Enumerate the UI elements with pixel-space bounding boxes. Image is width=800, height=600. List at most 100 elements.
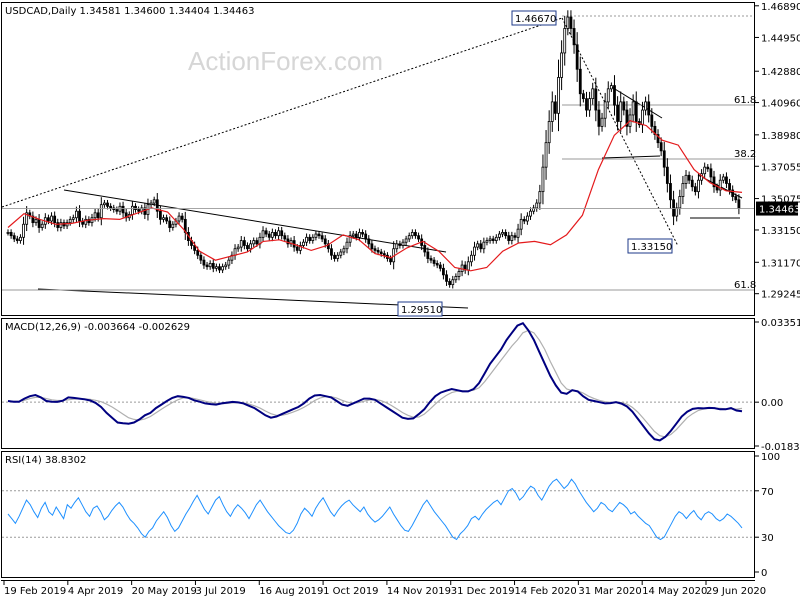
rsi-panel (1, 451, 755, 578)
candle (488, 235, 492, 244)
candle (544, 130, 548, 180)
candle (566, 10, 570, 36)
candle (662, 141, 666, 177)
candle (681, 175, 685, 205)
fib-label: 38.2 (734, 149, 756, 160)
candle (286, 235, 290, 248)
candle (622, 96, 626, 116)
candle (242, 236, 246, 250)
candle (364, 230, 368, 243)
candle (302, 239, 305, 249)
candle (728, 178, 731, 195)
date-tick-label: 14 Feb 2020 (515, 586, 577, 597)
candle (454, 273, 458, 283)
candle (491, 235, 495, 244)
candle (644, 96, 647, 116)
candle (134, 203, 137, 213)
candle (367, 235, 371, 248)
candle (672, 190, 675, 226)
candle (721, 173, 725, 184)
candle (12, 232, 16, 243)
marked-value-box: 1.29510 (397, 301, 443, 317)
candle (687, 171, 691, 185)
macd-panel (1, 318, 755, 449)
candle (578, 56, 582, 107)
candle (541, 154, 545, 205)
candle (516, 223, 520, 243)
candle (6, 229, 10, 236)
candle (208, 260, 212, 270)
candle (613, 75, 616, 116)
date-tick-label: 16 Aug 2019 (259, 586, 323, 597)
candle (348, 231, 352, 247)
candle (647, 94, 651, 123)
candle (56, 218, 60, 232)
candle (261, 226, 265, 242)
candle (553, 95, 557, 121)
candle (594, 77, 598, 122)
candle (339, 248, 343, 259)
candle (504, 229, 508, 239)
candle (482, 237, 486, 254)
marked-value-box: 1.46670 (511, 10, 557, 26)
rsi-tick-label: 30 (761, 533, 774, 544)
price-tick-label: 1.40960 (761, 99, 800, 110)
candle (650, 108, 654, 134)
candle (445, 270, 448, 286)
macd-series (2, 321, 754, 442)
candle (221, 263, 225, 274)
candle (631, 94, 635, 123)
date-tick-label: 3 Jul 2019 (195, 586, 245, 597)
candle (575, 32, 579, 82)
candle (684, 170, 688, 189)
candle (706, 164, 710, 172)
macd-line (7, 321, 743, 442)
candle (398, 240, 402, 249)
watermark: ActionForex.com (188, 46, 383, 76)
rsi-tick-label: 70 (761, 487, 774, 498)
candle (401, 239, 405, 249)
candle (239, 236, 243, 252)
candle (538, 184, 542, 210)
candle (498, 230, 501, 241)
candle (619, 91, 623, 132)
candle (442, 263, 445, 280)
candle (529, 207, 532, 220)
sma-line (7, 120, 743, 272)
candle (202, 256, 206, 269)
candle (432, 257, 436, 267)
candle (9, 229, 13, 239)
candle (476, 240, 480, 251)
date-tick-label: 20 May 2019 (132, 586, 197, 597)
candle (656, 129, 660, 148)
candle (283, 232, 287, 243)
candle (199, 251, 203, 264)
candle (404, 235, 408, 246)
candle (603, 92, 607, 128)
candle (19, 234, 22, 244)
candle (407, 232, 411, 243)
candle (395, 240, 399, 253)
candle (68, 216, 72, 226)
candle (435, 260, 439, 269)
candle (678, 189, 682, 215)
svg-text:1.29510: 1.29510 (401, 305, 442, 316)
candle (697, 173, 700, 199)
candle (718, 174, 722, 197)
dotted-trendline (561, 17, 679, 247)
candle (40, 221, 44, 231)
candle (277, 226, 280, 240)
current-price-label: 1.34463 (759, 205, 800, 216)
candle (336, 252, 340, 262)
candle (152, 196, 156, 207)
candle (457, 267, 461, 281)
candle (177, 212, 181, 225)
marked-value-box: 1.33150 (627, 238, 673, 254)
macd-panel-header: MACD(12,26,9) -0.003664 -0.002629 (5, 322, 190, 333)
candle (634, 91, 638, 132)
date-tick-label: 14 Nov 2019 (387, 586, 451, 597)
candle (342, 245, 346, 256)
price-tick-label: 1.35075 (761, 195, 800, 206)
